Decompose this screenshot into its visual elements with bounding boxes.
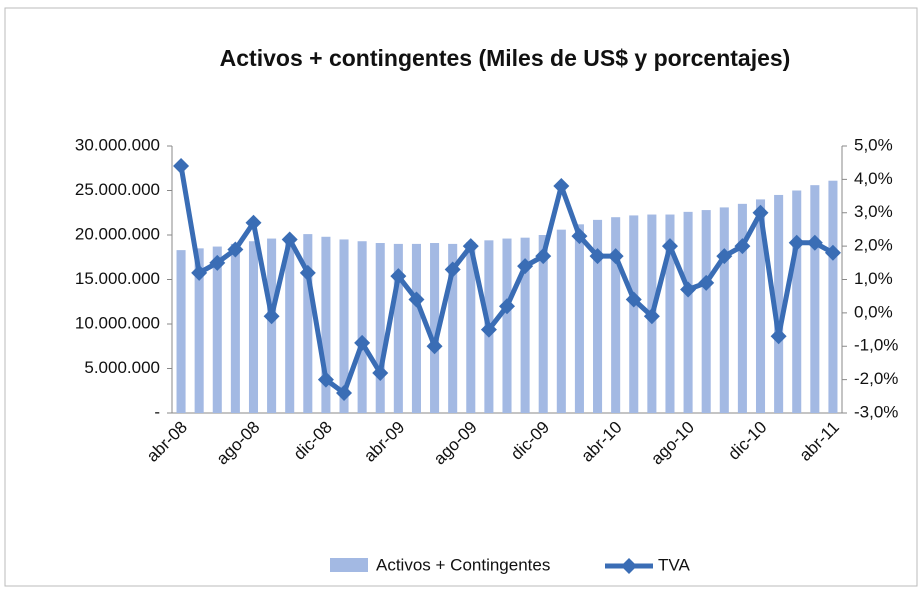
point [444,261,461,278]
point [263,308,280,325]
bar [629,215,639,413]
y-tick-label: - [154,402,160,421]
bar [321,236,331,413]
point [499,298,515,315]
bar [375,243,385,413]
point [227,241,244,258]
point [426,338,443,355]
y-tick-label: 20.000.000 [75,224,160,243]
point [734,238,751,255]
bar [828,180,838,413]
point [770,328,787,345]
point [680,281,697,298]
point [553,178,570,195]
bar [502,238,512,413]
point [643,308,660,325]
point [571,228,588,245]
bar [194,248,204,413]
y2-tick-label: -1,0% [854,336,898,355]
point [788,234,805,251]
bar [774,194,784,413]
point [752,204,769,221]
point [806,234,823,251]
bar [248,241,259,413]
bar [339,239,349,413]
bar [285,235,295,413]
point [191,264,208,281]
point [390,268,407,285]
y-tick-label: 5.000.000 [84,358,160,377]
point [589,248,606,265]
point [354,334,371,351]
point [281,231,298,248]
point [480,321,497,338]
y2-tick-label: 1,0% [854,269,893,288]
legend-marker [621,558,637,574]
bar [792,190,802,413]
y2-tick-label: 5,0% [854,135,893,154]
point [173,158,190,175]
bar [393,243,403,413]
legend-swatch [330,558,368,572]
chart-title: Activos + contingentes (Miles de US$ y p… [220,45,791,71]
y2-tick-label: 4,0% [854,169,893,188]
bar [810,185,820,413]
point [517,258,534,275]
bar [701,210,711,413]
point [625,291,642,308]
y-tick-label: 15.000.000 [75,269,160,288]
bar [755,199,766,413]
bar [176,250,186,413]
bar [538,235,548,413]
y-tick-label: 30.000.000 [75,135,160,154]
y-tick-label: 25.000.000 [75,180,160,199]
bar [556,229,566,413]
y2-tick-label: 0,0% [854,302,893,321]
bar [212,246,222,413]
point [336,384,353,401]
bar [303,234,313,413]
bar [520,237,530,413]
point [299,264,316,281]
y2-tick-label: 2,0% [854,236,893,255]
bar [357,241,367,413]
bar [574,224,584,413]
bar [719,207,729,413]
bar [737,203,747,413]
point [209,254,226,271]
point [408,291,425,308]
point [462,238,479,255]
bar [430,243,440,413]
y2-tick-label: -2,0% [854,369,898,388]
point [245,214,262,231]
bar [411,243,421,413]
bar [611,217,621,413]
bar [466,242,476,413]
bar [448,243,458,413]
bar [593,219,603,413]
point [535,248,552,265]
point [824,244,841,261]
point [317,371,334,388]
bar [230,243,240,413]
point [698,274,715,291]
point [607,248,624,265]
legend-label: Activos + Contingentes [376,555,550,574]
point [661,238,678,255]
y2-tick-label: 3,0% [854,202,893,221]
bar [267,238,277,413]
y-tick-label: 10.000.000 [75,313,160,332]
point [372,364,389,381]
y2-tick-label: -3,0% [854,402,898,421]
point [716,248,733,265]
bar [665,214,675,413]
legend-label: TVA [658,555,690,574]
bar [683,211,693,413]
